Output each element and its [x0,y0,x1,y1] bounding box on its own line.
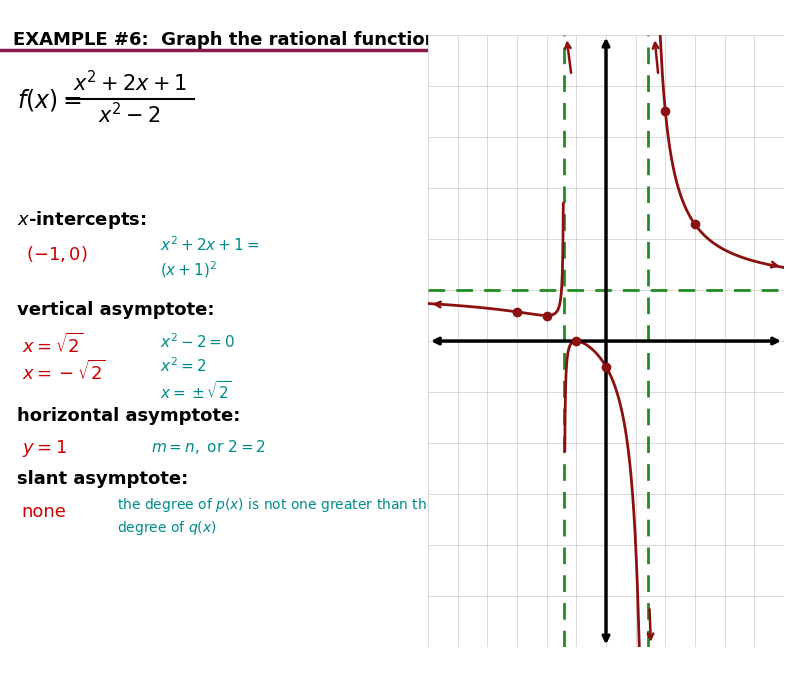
Text: $x = \pm\sqrt{2}$: $x = \pm\sqrt{2}$ [160,380,231,402]
Text: horizontal asymptote:: horizontal asymptote: [18,407,241,425]
Text: $x = \sqrt{2}$: $x = \sqrt{2}$ [22,333,83,357]
Text: degree of $q(x)$: degree of $q(x)$ [117,519,216,537]
Text: EXAMPLE #6:  Graph the rational function.: EXAMPLE #6: Graph the rational function. [13,31,444,49]
Text: $(-1, 0)$: $(-1, 0)$ [26,244,88,264]
Text: $x$-intercepts:: $x$-intercepts: [18,209,146,231]
Text: $(x + 1)^2$: $(x + 1)^2$ [160,259,217,280]
Text: $m = n,$ or $2 = 2$: $m = n,$ or $2 = 2$ [151,438,266,457]
Text: $x^2 + 2x + 1 = $: $x^2 + 2x + 1 = $ [160,235,259,254]
Text: the degree of $p(x)$ is not one greater than the: the degree of $p(x)$ is not one greater … [117,496,436,514]
Text: $x^2 - 2$: $x^2 - 2$ [98,102,161,127]
Text: $x^2 = 2$: $x^2 = 2$ [160,356,206,375]
Text: $x^2 + 2x + 1$: $x^2 + 2x + 1$ [73,70,186,95]
Text: slant asymptote:: slant asymptote: [18,470,189,488]
Text: vertical asymptote:: vertical asymptote: [18,301,214,319]
Text: $y = 1$: $y = 1$ [22,438,66,459]
Text: $x = -\sqrt{2}$: $x = -\sqrt{2}$ [22,360,106,384]
Text: $f(x) =$: $f(x) =$ [18,87,82,113]
Text: none: none [22,503,66,521]
Text: $x^2 - 2 = 0$: $x^2 - 2 = 0$ [160,333,235,351]
